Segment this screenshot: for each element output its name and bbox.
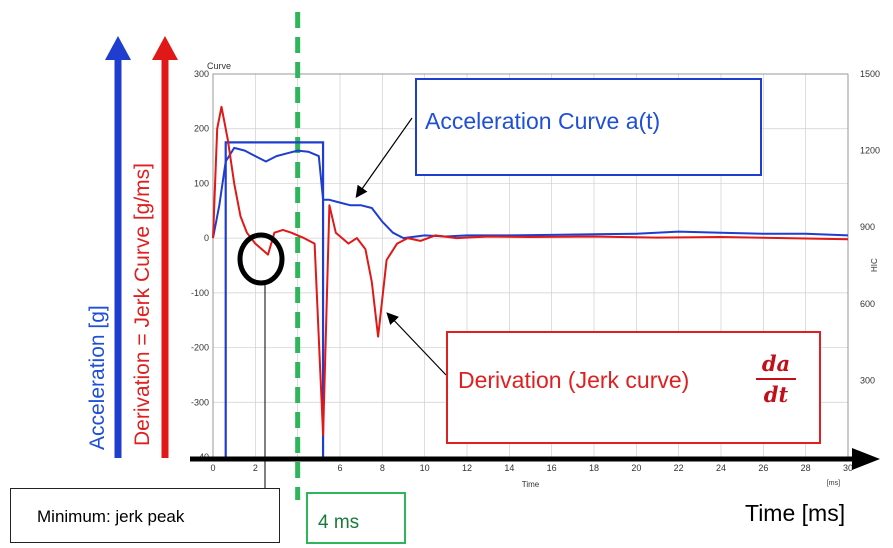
x-tick-label: 14 (504, 463, 514, 473)
x-unit-label: [ms] (827, 480, 840, 487)
derivative-fraction: da dt (756, 351, 796, 407)
x-tick-label: 8 (380, 463, 385, 473)
x-tick-label: 18 (589, 463, 599, 473)
jerk-callout-arrow (386, 312, 447, 376)
y2-tick-label: 1200 (860, 146, 880, 156)
y2-axis-title: HIC (870, 258, 879, 272)
acceleration-curve-label: Acceleration Curve a(t) (425, 108, 661, 134)
acceleration-axis-title: Acceleration [g] (86, 305, 109, 450)
x-tick-label: 22 (674, 463, 684, 473)
jerk-axis-title: Derivation = Jerk Curve [g/ms] (131, 162, 154, 446)
y2-tick-label: 600 (860, 299, 875, 309)
impact-window-outline (224, 141, 325, 457)
x-tick-label: 6 (337, 463, 342, 473)
minimum-jerk-peak-label: Minimum: jerk peak (37, 507, 185, 526)
x-tick-label: 12 (462, 463, 472, 473)
acceleration-callout-arrow (355, 117, 413, 198)
x-tick-label: 28 (801, 463, 811, 473)
y-tick-label: 300 (194, 69, 209, 79)
series-layer (212, 105, 849, 457)
x-tick-label: 30 (843, 463, 853, 473)
y-tick-label: 100 (194, 178, 209, 188)
y-tick-label: -200 (191, 343, 209, 353)
x-tick-label: 2 (253, 463, 258, 473)
minimum-jerk-peak-callout: Minimum: jerk peak (10, 488, 280, 543)
plot-title: Curve (207, 61, 232, 71)
y-tick-label: -100 (191, 288, 209, 298)
jerk-axis-arrowhead (152, 36, 178, 60)
minimum-marker-circle (237, 232, 285, 286)
fraction-denominator: dt (763, 382, 789, 407)
x-tick-label: 0 (210, 463, 215, 473)
y2-tick-label: 300 (860, 375, 875, 385)
x-tick-label: 20 (631, 463, 641, 473)
x-tick-label: 16 (547, 463, 557, 473)
y-tick-label: 200 (194, 124, 209, 134)
jerk-curve-label: Derivation (Jerk curve) (458, 367, 690, 393)
x-tick-label: 26 (758, 463, 768, 473)
x-axis-title: Time (522, 480, 540, 489)
jerk-series-line (212, 105, 849, 437)
x-tick-label: 10 (420, 463, 430, 473)
acceleration-axis-arrowhead (105, 36, 131, 60)
annotation-arrows (105, 36, 880, 492)
acceleration-curve-callout: Acceleration Curve a(t) (415, 78, 762, 176)
y2-tick-label: 900 (860, 222, 875, 232)
fraction-numerator: da (756, 351, 796, 380)
time-axis-arrowhead (852, 448, 880, 470)
four-ms-callout: 4 ms (306, 492, 406, 544)
y-tick-label: 0 (204, 233, 209, 243)
four-ms-label: 4 ms (318, 512, 360, 533)
y2-tick-label: 1500 (860, 69, 880, 79)
y-tick-label: -300 (191, 397, 209, 407)
jerk-curve-callout: Derivation (Jerk curve) da dt (446, 331, 821, 444)
x-tick-label: 24 (716, 463, 726, 473)
acceleration-series-line (212, 146, 849, 240)
time-axis-title: Time [ms] (745, 500, 846, 526)
